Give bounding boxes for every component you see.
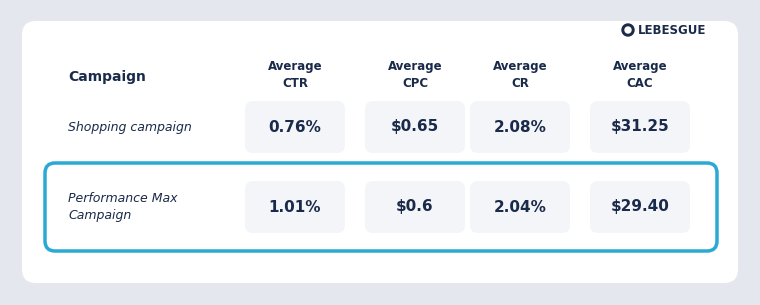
Text: Average
CPC: Average CPC [388, 60, 442, 90]
FancyBboxPatch shape [245, 101, 345, 153]
FancyBboxPatch shape [245, 181, 345, 233]
FancyBboxPatch shape [590, 101, 690, 153]
Circle shape [625, 27, 631, 33]
Text: Performance Max
Campaign: Performance Max Campaign [68, 192, 178, 223]
Text: Campaign: Campaign [68, 70, 146, 84]
Text: $0.6: $0.6 [396, 199, 434, 214]
Text: Average
CTR: Average CTR [268, 60, 322, 90]
FancyBboxPatch shape [470, 101, 570, 153]
FancyBboxPatch shape [45, 163, 717, 251]
Text: 1.01%: 1.01% [269, 199, 321, 214]
FancyBboxPatch shape [365, 181, 465, 233]
Text: Average
CAC: Average CAC [613, 60, 667, 90]
Circle shape [622, 24, 634, 36]
Text: Shopping campaign: Shopping campaign [68, 120, 192, 134]
FancyBboxPatch shape [470, 181, 570, 233]
Text: $0.65: $0.65 [391, 120, 439, 135]
Text: 2.08%: 2.08% [493, 120, 546, 135]
FancyBboxPatch shape [22, 21, 738, 283]
Text: 0.76%: 0.76% [268, 120, 321, 135]
Text: Average
CR: Average CR [492, 60, 547, 90]
Text: 2.04%: 2.04% [493, 199, 546, 214]
Text: $31.25: $31.25 [610, 120, 670, 135]
FancyBboxPatch shape [590, 181, 690, 233]
FancyBboxPatch shape [365, 101, 465, 153]
Text: $29.40: $29.40 [610, 199, 670, 214]
Text: LEBESGUE: LEBESGUE [638, 23, 706, 37]
